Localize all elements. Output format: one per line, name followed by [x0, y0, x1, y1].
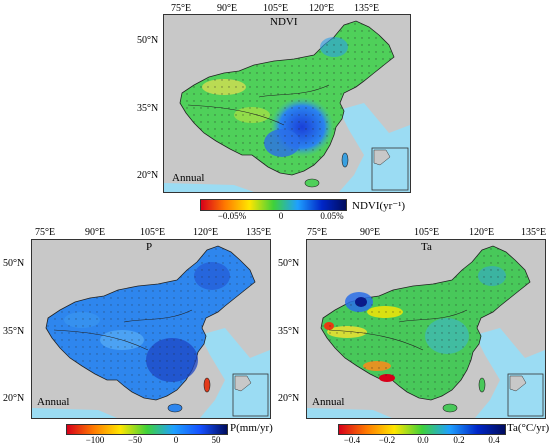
region-boundary: [53, 309, 193, 351]
lon-tick: 75°E: [307, 227, 328, 238]
map-title: P: [146, 241, 153, 253]
taiwan-island: [341, 152, 349, 168]
sea: [307, 408, 392, 418]
colorbar-title: P(mm/yr): [230, 422, 273, 434]
lon-tick: 135°E: [246, 227, 272, 238]
colorbar-tick: −0.4: [343, 435, 361, 445]
taiwan-island: [203, 377, 211, 393]
colorbar-tick: 0.4: [488, 435, 500, 445]
temp-map: [306, 239, 546, 419]
lat-tick: 35°N: [3, 326, 25, 337]
ndvi-panel: 75°E 90°E 105°E 120°E 135°E 50°N 35°N 20…: [0, 0, 550, 222]
lat-tick: 20°N: [137, 170, 159, 181]
season-label: Annual: [312, 396, 345, 408]
lon-tick: 75°E: [171, 3, 192, 14]
lon-tick: 105°E: [140, 227, 166, 238]
colorbar-tick: 0.0: [417, 435, 429, 445]
colorbar-title: Ta(°C/yr): [507, 422, 550, 434]
lon-tick: 120°E: [193, 227, 219, 238]
hainan-island: [167, 403, 183, 413]
temp-panel: 75°E 90°E 105°E 120°E 135°E 50°N 35°N 20…: [275, 222, 550, 445]
colorbar-tick: −0.05%: [217, 211, 247, 221]
colorbar-tick: 50: [211, 435, 221, 445]
lat-tick: 50°N: [3, 258, 25, 269]
taiwan-island: [478, 377, 486, 393]
sea: [164, 183, 254, 192]
lat-tick: 35°N: [278, 326, 300, 337]
region-boundary: [187, 84, 330, 126]
lon-tick: 120°E: [309, 3, 335, 14]
precip-map: [31, 239, 271, 419]
precip-map-svg: [32, 240, 270, 418]
lon-tick: 105°E: [263, 3, 289, 14]
colorbar-tick: −50: [127, 435, 143, 445]
precip-panel: 75°E 90°E 105°E 120°E 135°E 50°N 35°N 20…: [0, 222, 275, 445]
lat-tick: 20°N: [278, 393, 300, 404]
season-label: Annual: [172, 172, 205, 184]
sea: [32, 408, 117, 418]
precip-colorbar: [66, 424, 228, 435]
season-label: Annual: [37, 396, 70, 408]
ndvi-map-svg: [164, 15, 410, 192]
map-title: Ta: [421, 241, 432, 253]
lon-tick: 135°E: [354, 3, 380, 14]
colorbar-tick: 0.2: [453, 435, 465, 445]
temp-colorbar: [338, 424, 506, 435]
lon-tick: 90°E: [360, 227, 381, 238]
colorbar-tick: 0.05%: [320, 211, 344, 221]
colorbar-tick: −0.2: [378, 435, 396, 445]
south-china-sea-inset: [371, 147, 409, 191]
colorbar-title: NDVI(yr⁻¹): [352, 200, 406, 212]
lat-tick: 50°N: [278, 258, 300, 269]
colorbar-tick: 0: [278, 211, 284, 221]
region-boundary: [328, 309, 468, 351]
colorbar-tick: −100: [85, 435, 105, 445]
map-title: NDVI: [270, 16, 298, 28]
lon-tick: 90°E: [217, 3, 238, 14]
lat-tick: 50°N: [137, 35, 159, 46]
hainan-island: [442, 403, 458, 413]
lon-tick: 75°E: [35, 227, 56, 238]
ndvi-map: [163, 14, 411, 193]
hainan-island: [304, 178, 320, 188]
ndvi-colorbar: [200, 199, 347, 211]
lat-tick: 35°N: [137, 103, 159, 114]
temp-map-svg: [307, 240, 545, 418]
lat-tick: 20°N: [3, 393, 25, 404]
lon-tick: 105°E: [414, 227, 440, 238]
lon-tick: 120°E: [469, 227, 495, 238]
colorbar-tick: 0: [173, 435, 179, 445]
lon-tick: 135°E: [521, 227, 547, 238]
lon-tick: 90°E: [85, 227, 106, 238]
